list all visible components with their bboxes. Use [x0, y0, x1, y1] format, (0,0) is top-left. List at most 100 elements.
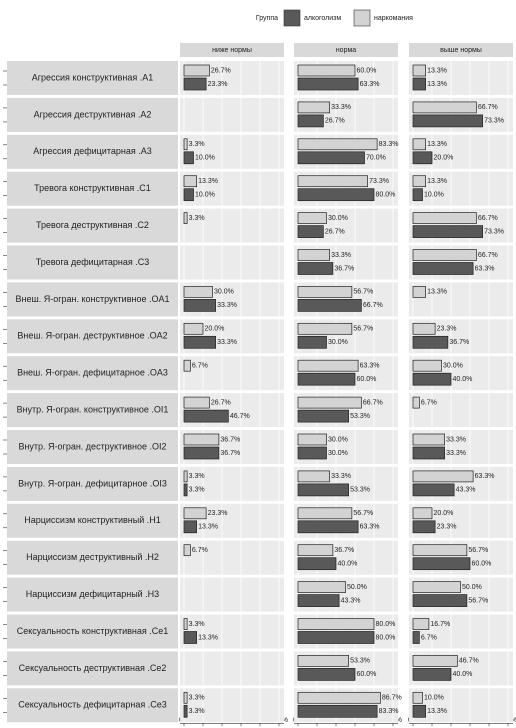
value-label: 36.7% [220, 436, 240, 443]
bar [297, 175, 368, 188]
value-label: 63.3% [360, 81, 380, 88]
value-label: 46.7% [459, 658, 479, 665]
bar [412, 212, 477, 224]
value-label: 66.7% [363, 399, 383, 406]
bar [183, 286, 213, 298]
value-label: 33.3% [331, 473, 351, 480]
bar [412, 704, 426, 718]
bar [183, 77, 207, 91]
legend-title: Группа [256, 15, 278, 22]
category-box [7, 319, 178, 354]
bar [183, 151, 194, 165]
value-label: 56.7% [353, 326, 373, 333]
value-label: 50.0% [347, 584, 367, 591]
panel-background [180, 356, 284, 391]
value-label: 10.0% [195, 192, 215, 199]
value-label: 60.0% [357, 376, 377, 383]
value-label: 3.3% [189, 487, 205, 494]
value-label: 6.7% [421, 399, 437, 406]
bar [183, 446, 220, 460]
bar [297, 691, 381, 704]
category-label: Нарциссизм деструктивный .H2 [26, 552, 159, 562]
value-label: 73.3% [484, 228, 504, 235]
value-label: 3.3% [189, 473, 205, 480]
value-label: 26.7% [211, 399, 231, 406]
value-label: 23.3% [208, 510, 228, 517]
value-label: 20.0% [434, 510, 454, 517]
value-label: 56.7% [468, 597, 488, 604]
bar [297, 114, 324, 128]
value-label: 23.3% [208, 81, 228, 88]
category-box [7, 356, 178, 391]
bar [412, 581, 461, 593]
bar [297, 557, 337, 571]
bar [412, 101, 477, 114]
value-label: 50.0% [462, 584, 482, 591]
category-label: Внеш. Я-огран. деструктивное .OA2 [17, 331, 167, 341]
value-label: 56.7% [468, 547, 488, 554]
bar [412, 655, 458, 667]
bar [297, 286, 353, 298]
value-label: 56.7% [353, 289, 373, 296]
bar [183, 691, 188, 704]
category-box [7, 393, 178, 428]
bar [297, 704, 378, 718]
panel-background [409, 393, 513, 428]
value-label: 13.3% [427, 708, 447, 715]
bar [412, 520, 436, 534]
bar [183, 175, 197, 188]
value-label: 13.3% [198, 634, 218, 641]
value-label: 70.0% [366, 155, 386, 162]
value-label: 13.3% [427, 178, 447, 185]
bar [183, 212, 188, 224]
value-label: 80.0% [376, 634, 396, 641]
value-label: 13.3% [427, 67, 447, 74]
value-label: 30.0% [214, 289, 234, 296]
value-label: 63.3% [360, 524, 380, 531]
value-label: 3.3% [189, 708, 205, 715]
value-label: 30.0% [328, 450, 348, 457]
category-label: Тревога дефицитарная .C3 [36, 257, 150, 267]
bar [297, 262, 334, 275]
bar [412, 262, 474, 275]
bar [412, 631, 420, 644]
value-label: 66.7% [478, 104, 498, 111]
bar [297, 631, 375, 644]
bar [412, 175, 426, 188]
bar [297, 520, 359, 534]
value-label: 20.0% [205, 326, 225, 333]
bar [297, 212, 327, 224]
bar [412, 483, 455, 497]
value-label: 60.0% [357, 67, 377, 74]
bar [183, 704, 188, 718]
bar [412, 138, 426, 151]
value-label: 6.7% [192, 363, 208, 370]
bar [297, 433, 327, 446]
value-label: 3.3% [189, 695, 205, 702]
bar [412, 470, 474, 483]
strip [294, 43, 398, 57]
value-label: 53.3% [350, 487, 370, 494]
bar [412, 114, 483, 128]
value-label: 73.3% [484, 118, 504, 125]
value-label: 20.0% [434, 155, 454, 162]
panel-background [180, 208, 284, 243]
value-label: 10.0% [195, 155, 215, 162]
category-box [7, 503, 178, 538]
category-box [7, 688, 178, 723]
bar [183, 299, 216, 312]
category-box [7, 466, 178, 501]
value-label: 30.0% [328, 215, 348, 222]
bar [412, 188, 423, 202]
bar [297, 299, 362, 312]
bar [297, 335, 327, 349]
bar [412, 249, 477, 261]
value-label: 3.3% [189, 141, 205, 148]
value-label: 66.7% [363, 302, 383, 309]
value-label: 13.3% [427, 81, 447, 88]
bar [297, 470, 330, 483]
value-label: 13.3% [427, 141, 447, 148]
value-label: 66.7% [478, 252, 498, 259]
bar [297, 188, 375, 202]
category-label: Сексуальность деструктивная .Ce2 [19, 663, 167, 673]
